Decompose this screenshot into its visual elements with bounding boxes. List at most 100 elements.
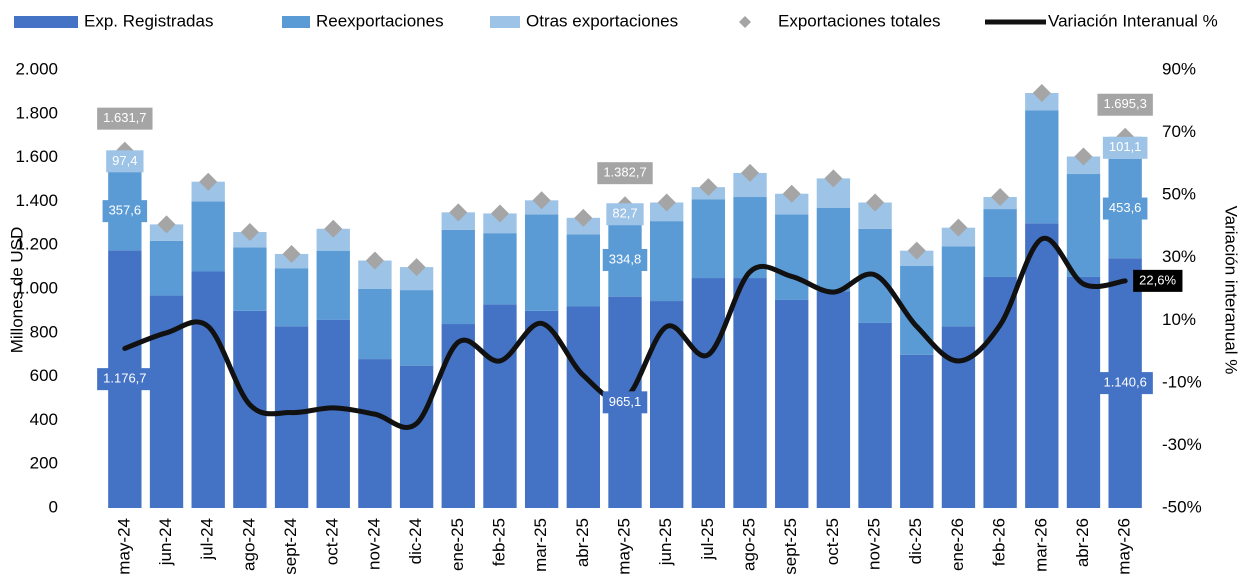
bar-segment (775, 299, 809, 508)
data-label-box (597, 162, 653, 185)
y2-tick-label: 90% (1162, 59, 1196, 78)
total-marker (157, 215, 176, 234)
bar-segment (691, 199, 726, 279)
bar-segment (1025, 110, 1059, 224)
bar-segment (858, 322, 892, 508)
x-tick-label: oct-25 (823, 518, 842, 565)
x-tick-label: abr-25 (573, 518, 592, 567)
legend-swatch (282, 16, 310, 28)
bar-segment (650, 301, 684, 508)
bar-segment (900, 354, 934, 508)
y-axis-label: Millones de USD (7, 227, 26, 354)
bar-segment (274, 326, 309, 508)
bar-segment (650, 221, 684, 302)
y-tick-label: 0 (49, 497, 58, 516)
bar-segment (358, 359, 392, 508)
bar-segment (274, 268, 309, 327)
y-tick-label: 200 (30, 454, 58, 473)
x-tick-label: ene-26 (948, 518, 967, 571)
y-tick-label: 600 (30, 366, 58, 385)
bar-segment (316, 319, 350, 508)
total-marker (199, 172, 218, 191)
bar-segment (233, 247, 267, 311)
bar-segment (775, 214, 809, 300)
bar-segment (149, 240, 184, 296)
y-tick-label: 1.000 (15, 278, 58, 297)
y2-axis-label: Variación interanual % (1222, 206, 1241, 375)
legend-label: Exportaciones totales (778, 11, 941, 30)
total-marker (741, 163, 760, 182)
bar-segment (983, 276, 1017, 508)
x-tick-label: jun-25 (656, 518, 675, 566)
bar-segment (191, 271, 225, 508)
bar-segment (399, 267, 434, 291)
x-tick-label: dic-24 (406, 518, 425, 564)
total-marker (449, 203, 468, 222)
total-marker (324, 219, 343, 238)
x-tick-label: jun-24 (156, 518, 175, 566)
total-marker (407, 258, 426, 277)
data-label-box (1102, 136, 1148, 159)
data-label-box (1102, 197, 1148, 220)
bar-segment (566, 306, 600, 508)
x-tick-label: may-25 (614, 518, 633, 575)
data-label: 1.695,3 (1103, 96, 1146, 111)
bar-segment (566, 234, 600, 307)
total-marker (949, 218, 968, 237)
y-tick-label: 1.200 (15, 235, 58, 254)
data-label-box (1133, 269, 1183, 292)
total-marker (699, 178, 718, 197)
x-tick-label: ago-24 (239, 518, 258, 571)
x-tick-label: feb-26 (990, 518, 1009, 566)
x-tick-label: may-26 (1115, 518, 1134, 575)
bar-segment (524, 214, 559, 311)
total-marker (490, 204, 509, 223)
data-label: 97,4 (112, 153, 137, 168)
x-tick-label: nov-25 (865, 518, 884, 570)
data-label-box (1097, 93, 1153, 116)
bar-segment (691, 278, 726, 508)
total-marker (1074, 147, 1093, 166)
legend-label: Reexportaciones (316, 11, 444, 30)
y2-tick-label: -50% (1162, 497, 1202, 516)
bar-segment (191, 181, 225, 202)
x-tick-label: feb-25 (489, 518, 508, 566)
bar-segment (816, 291, 851, 508)
bar-segment (483, 233, 517, 305)
bar-segment (399, 365, 434, 508)
y2-tick-label: 10% (1162, 310, 1196, 329)
y-tick-label: 1.800 (15, 103, 58, 122)
x-tick-label: mar-25 (531, 518, 550, 572)
legend-label: Exp. Registradas (84, 11, 213, 30)
bar-segment (941, 246, 976, 327)
total-marker (365, 251, 384, 270)
y-tick-label: 800 (30, 322, 58, 341)
x-tick-label: nov-24 (364, 518, 383, 570)
y2-tick-label: 70% (1162, 122, 1196, 141)
total-marker (574, 208, 593, 227)
bar-segment (316, 250, 350, 320)
data-label-box (606, 203, 644, 226)
total-marker (866, 193, 885, 212)
legend-label: Otras exportaciones (526, 11, 678, 30)
data-label: 357,6 (109, 203, 142, 218)
y-tick-label: 2.000 (15, 59, 58, 78)
x-tick-label: sept-25 (781, 518, 800, 575)
data-label-box (602, 391, 648, 414)
bar-segment (1025, 223, 1059, 509)
bar-segment (399, 290, 434, 366)
x-tick-label: oct-24 (323, 518, 342, 565)
legend-label: Variación Interanual % (1048, 11, 1218, 30)
data-label-box (97, 107, 153, 130)
data-label-box (602, 248, 648, 271)
data-label: 453,6 (1109, 200, 1142, 215)
data-label: 1.176,7 (103, 371, 146, 386)
bar-segment (358, 289, 392, 360)
total-marker (240, 223, 259, 242)
data-label: 1.140,6 (1103, 375, 1146, 390)
bar-segment (941, 326, 976, 508)
data-label: 965,1 (609, 394, 642, 409)
bar-segment (483, 213, 517, 234)
total-marker (657, 193, 676, 212)
total-marker (532, 191, 551, 210)
